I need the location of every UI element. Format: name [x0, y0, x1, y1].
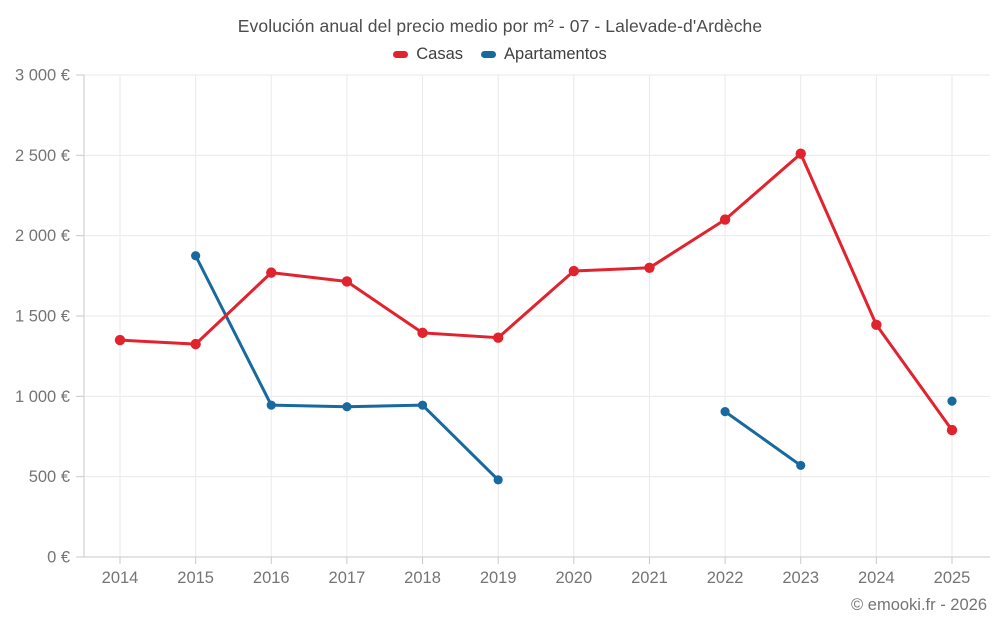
- x-axis-label: 2020: [555, 569, 592, 587]
- casas-point-2022[interactable]: [719, 214, 731, 225]
- legend-item-apartamentos[interactable]: Apartamentos: [481, 45, 607, 64]
- legend-label-apartamentos: Apartamentos: [504, 45, 607, 63]
- x-axis-label: 2017: [329, 569, 366, 587]
- apartamentos-point-2015[interactable]: [191, 251, 201, 261]
- y-axis-label: 3 000 €: [15, 67, 70, 85]
- legend-item-casas[interactable]: Casas: [393, 45, 463, 64]
- apartamentos-point-2016[interactable]: [266, 400, 276, 410]
- y-axis-label: 500 €: [29, 468, 70, 486]
- y-axis-label: 2 000 €: [15, 227, 70, 245]
- copyright: © emooki.fr - 2026: [851, 596, 987, 614]
- x-axis-label: 2015: [177, 569, 214, 587]
- x-axis-label: 2019: [480, 569, 517, 587]
- casas-line: [118, 152, 954, 432]
- x-axis-label: 2018: [404, 569, 441, 587]
- apartamentos-point-2017[interactable]: [342, 402, 352, 412]
- y-axis-label: 2 500 €: [15, 147, 70, 165]
- apartamentos-point-2019[interactable]: [493, 475, 503, 485]
- chart-title: Evolución anual del precio medio por m² …: [237, 16, 763, 36]
- apartamentos-point-2023[interactable]: [796, 460, 806, 471]
- casas-point-2023[interactable]: [795, 148, 806, 159]
- apartamentos-point-2025[interactable]: [947, 396, 957, 406]
- x-axis-label: 2023: [782, 569, 819, 587]
- casas-point-2015[interactable]: [190, 338, 201, 350]
- casas-point-2016[interactable]: [266, 267, 277, 278]
- y-axis-label: 1 000 €: [15, 388, 70, 406]
- apartamentos-point-2022[interactable]: [720, 406, 730, 417]
- apartamentos-point-2018[interactable]: [417, 400, 428, 410]
- legend-label-casas: Casas: [416, 45, 464, 63]
- x-axis-label: 2025: [934, 569, 971, 587]
- x-axis-label: 2024: [858, 569, 895, 587]
- y-axis-label: 1 500 €: [15, 308, 70, 326]
- x-axis-label: 2022: [707, 569, 744, 587]
- casas-point-2017[interactable]: [341, 276, 353, 287]
- casas-point-2020[interactable]: [568, 265, 580, 277]
- casas-point-2019[interactable]: [492, 332, 504, 343]
- casas-point-2025[interactable]: [946, 424, 958, 436]
- casas-point-2018[interactable]: [417, 327, 428, 339]
- casas-point-2021[interactable]: [644, 262, 655, 273]
- legend: Casas Apartamentos: [0, 45, 1000, 64]
- casas-point-2014[interactable]: [114, 334, 126, 346]
- y-axis-label: 0 €: [47, 549, 70, 567]
- x-axis-label: 2016: [253, 569, 290, 587]
- apartamentos-line: [723, 410, 803, 467]
- x-axis-label: 2021: [631, 569, 668, 587]
- x-axis-label: 2014: [102, 569, 139, 587]
- casas-swatch-icon: [393, 51, 409, 58]
- casas-point-2024[interactable]: [871, 319, 882, 331]
- apartamentos-swatch-icon: [481, 51, 497, 58]
